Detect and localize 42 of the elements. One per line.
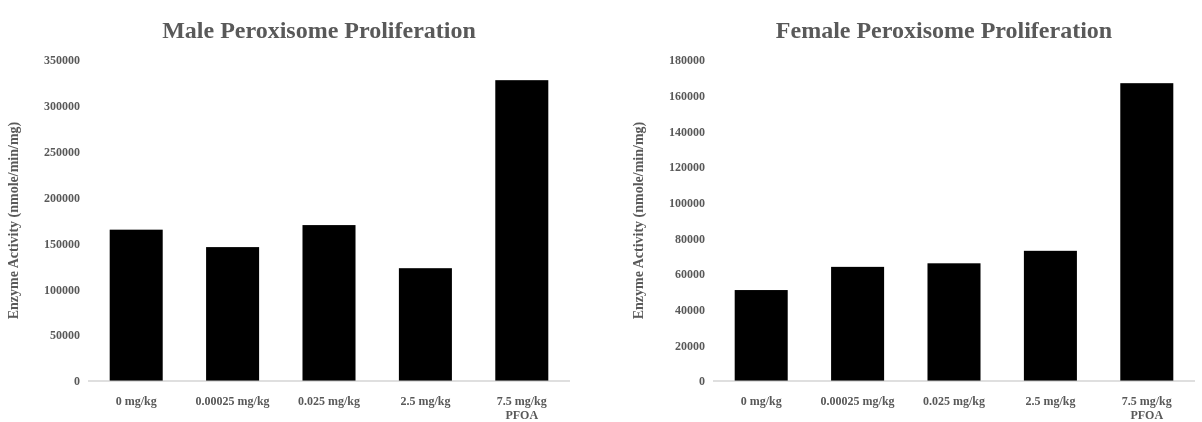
y-tick-label: 50000 [50,328,80,343]
y-tick-label: 300000 [44,99,80,114]
x-tick-label: 0.025 mg/kg [922,394,986,408]
bar [1023,250,1077,381]
x-tick-label: 0.00025 mg/kg [195,394,270,408]
x-tick-label: 0 mg/kg [115,394,157,408]
x-tick-label: 0 mg/kg [740,394,782,408]
bar [734,290,788,381]
bar [1120,83,1174,381]
y-tick-label: 80000 [675,231,705,246]
y-axis-title: Enzyme Activity (nmole/min/mg) [631,121,647,320]
x-tick-label: 7.5 mg/kg PFOA [496,394,547,422]
y-tick-label: 120000 [669,160,705,175]
x-tick-label: 2.5 mg/kg [1025,394,1076,408]
y-tick-label: 0 [74,374,80,389]
y-tick-label: 100000 [669,196,705,211]
x-tick-label: 0.00025 mg/kg [820,394,895,408]
y-axis-title: Enzyme Activity (nmole/min/mg) [6,121,22,320]
chart-title: Female Peroxisome Proliferation [775,17,1113,43]
y-tick-label: 200000 [44,190,80,205]
bar [831,266,885,381]
bar [302,225,356,381]
x-tick-label: 2.5 mg/kg [400,394,451,408]
y-tick-label: 0 [699,374,705,389]
x-tick-label: 0.025 mg/kg [297,394,361,408]
bar [206,247,260,381]
y-tick-label: 20000 [675,338,705,353]
y-tick-label: 60000 [675,267,705,282]
chart-title: Male Peroxisome Proliferation [162,17,476,43]
y-tick-label: 180000 [669,53,705,68]
y-tick-label: 160000 [669,89,705,104]
y-tick-label: 140000 [669,124,705,139]
y-tick-label: 350000 [44,53,80,68]
bar [109,229,163,381]
bar [495,80,549,381]
x-tick-label: 7.5 mg/kg PFOA [1121,394,1172,422]
bar [927,263,981,381]
y-tick-label: 150000 [44,236,80,251]
bar [398,268,452,381]
y-tick-label: 250000 [44,145,80,160]
y-tick-label: 100000 [44,282,80,297]
y-tick-label: 40000 [675,303,705,318]
